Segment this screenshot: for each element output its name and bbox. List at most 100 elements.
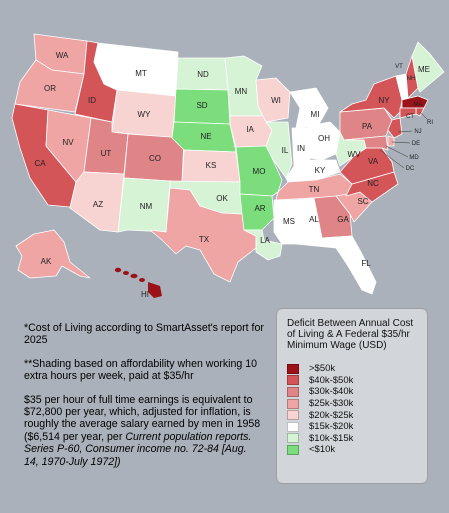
label-ms: MS	[283, 217, 295, 226]
state-wi	[255, 77, 291, 123]
legend-swatch	[287, 398, 299, 409]
label-ny: NY	[378, 96, 390, 105]
legend-item: $25k-$30k	[287, 398, 419, 410]
label-oh: OH	[318, 134, 330, 143]
state-mi	[289, 87, 329, 129]
label-ok: OK	[216, 194, 228, 203]
state-tn	[275, 173, 353, 201]
label-sc: SC	[357, 197, 368, 206]
legend-swatch	[287, 444, 299, 455]
state-hi	[114, 267, 162, 298]
legend-item: $40k-$50k	[287, 375, 419, 387]
label-vt: VT	[395, 64, 403, 70]
us-map: WA OR CA ID NV MT WY UT AZ CO NM ND SD N…	[11, 33, 445, 299]
legend-label: $10k-$15k	[309, 432, 354, 444]
label-id: ID	[88, 96, 96, 105]
legend-label: $40k-$50k	[309, 374, 354, 386]
legend-swatch	[287, 363, 299, 374]
legend-label: $30k-$40k	[309, 386, 354, 398]
note-equivalence: $35 per hour of full time earnings is eq…	[24, 394, 264, 468]
legend-item: >$50k	[287, 363, 419, 375]
state-ga	[313, 195, 353, 239]
state-ms	[273, 199, 297, 245]
state-md	[343, 135, 389, 151]
label-va: VA	[368, 157, 379, 166]
label-il: IL	[282, 146, 289, 155]
legend-label: <$10k	[309, 444, 336, 456]
label-leader-lines	[379, 111, 429, 169]
note-equivalence-text: $35 per hour of full time earnings is eq…	[24, 393, 261, 443]
legend-label: $25k-$30k	[309, 398, 354, 410]
label-ar: AR	[254, 204, 265, 213]
legend-item: <$10k	[287, 444, 419, 456]
legend-label: $15k-$20k	[309, 421, 354, 433]
label-fl: FL	[361, 259, 371, 268]
label-pa: PA	[362, 122, 373, 131]
legend-item: $15k-$20k	[287, 421, 419, 433]
label-ct: CT	[406, 114, 414, 120]
legend-label: >$50k	[309, 363, 336, 375]
legend-title: Deficit Between Annual Cost of Living & …	[287, 318, 414, 351]
legend-swatch	[287, 386, 299, 397]
state-nm	[117, 177, 171, 233]
label-ut: UT	[101, 149, 112, 158]
legend-label: $20k-$25k	[309, 409, 354, 421]
state-or	[14, 59, 85, 113]
label-al: AL	[309, 215, 319, 224]
label-ga: GA	[337, 215, 349, 224]
label-mo: MO	[253, 167, 266, 176]
label-wv: WV	[348, 150, 362, 159]
label-sd: SD	[196, 101, 207, 110]
note-source: Current population reports. Series P-60,…	[24, 430, 252, 468]
state-de	[387, 135, 395, 147]
label-de: DE	[412, 141, 420, 147]
state-ct	[399, 107, 417, 119]
label-me: ME	[418, 65, 430, 74]
label-hi: HI	[141, 290, 149, 299]
label-in: IN	[297, 144, 305, 153]
label-nj: NJ	[414, 129, 421, 135]
legend-swatch	[287, 375, 299, 386]
state-ma	[401, 95, 429, 109]
label-nm: NM	[140, 202, 153, 211]
label-nd: ND	[197, 70, 209, 79]
label-dc: DC	[406, 166, 415, 172]
label-ma: MA	[414, 102, 423, 108]
label-mn: MN	[235, 87, 248, 96]
label-tx: TX	[199, 235, 210, 244]
label-la: LA	[260, 236, 270, 245]
state-ak	[15, 229, 91, 279]
legend-items: >$50k $40k-$50k $30k-$40k $25k-$30k $20k-$25…	[287, 363, 419, 456]
label-ne: NE	[200, 132, 211, 141]
label-ri: RI	[427, 120, 433, 126]
label-ca: CA	[34, 159, 46, 168]
state-me	[411, 41, 445, 93]
label-ak: AK	[41, 257, 52, 266]
label-nc: NC	[367, 179, 379, 188]
note-cost-of-living: *Cost of Living according to SmartAsset'…	[24, 322, 264, 347]
legend: Deficit Between Annual Cost of Living & …	[276, 308, 428, 484]
label-wy: WY	[138, 110, 152, 119]
legend-item: $10k-$15k	[287, 433, 419, 445]
label-or: OR	[44, 84, 56, 93]
state-la	[243, 229, 283, 261]
label-wi: WI	[271, 96, 281, 105]
legend-swatch	[287, 433, 299, 444]
label-wa: WA	[56, 51, 69, 60]
state-tx	[149, 187, 257, 283]
state-il	[265, 121, 293, 179]
legend-item: $30k-$40k	[287, 386, 419, 398]
label-nh: NH	[407, 76, 416, 82]
legend-swatch	[287, 421, 299, 432]
label-nv: NV	[62, 138, 74, 147]
label-ia: IA	[246, 125, 254, 134]
label-mi: MI	[311, 110, 320, 119]
label-ky: KY	[315, 166, 326, 175]
label-tn: TN	[309, 185, 320, 194]
label-md: MD	[409, 155, 419, 161]
label-ks: KS	[206, 161, 217, 170]
label-co: CO	[149, 154, 161, 163]
notes-panel: *Cost of Living according to SmartAsset'…	[24, 322, 264, 479]
label-mt: MT	[135, 69, 147, 78]
legend-item: $20k-$25k	[287, 409, 419, 421]
